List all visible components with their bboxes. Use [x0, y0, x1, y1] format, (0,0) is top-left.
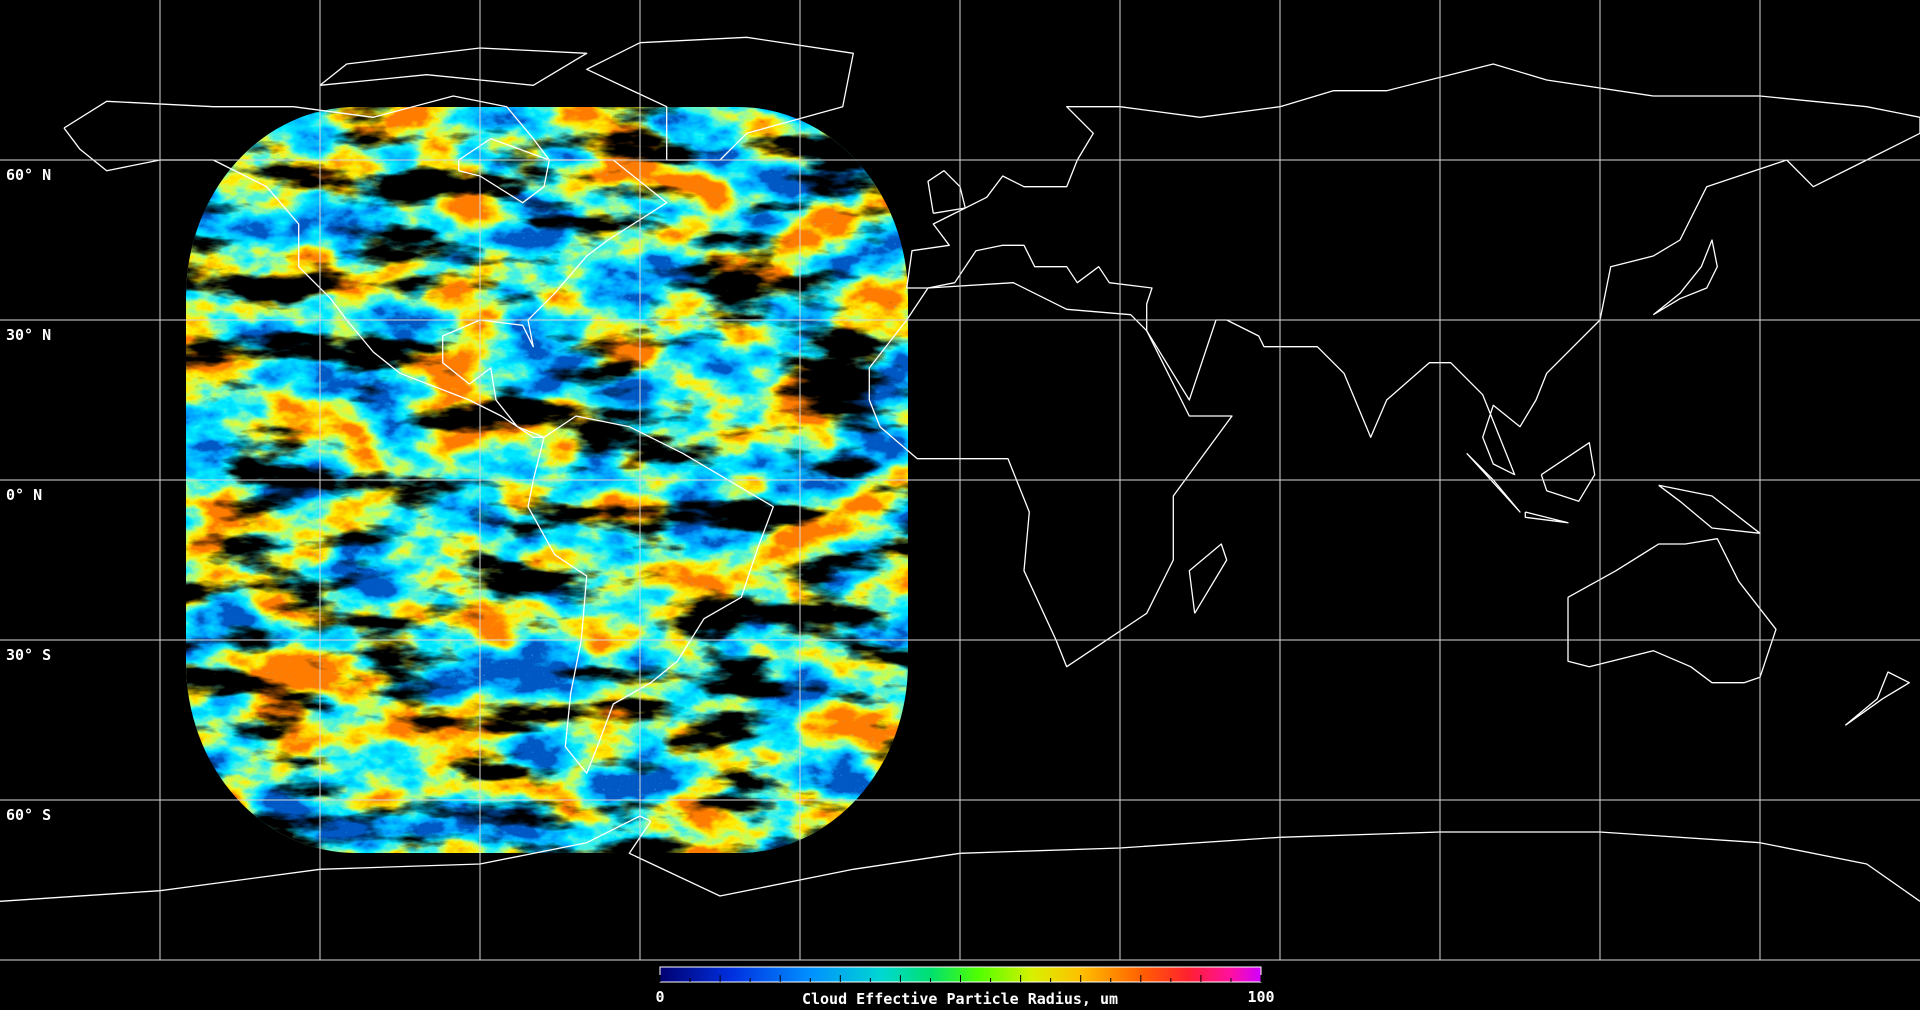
coastline: [0, 815, 1920, 902]
coastline: [458, 138, 550, 204]
lat-label: 30° S: [6, 646, 51, 664]
lat-label: 60° S: [6, 806, 51, 824]
coastline: [1466, 452, 1521, 513]
lat-label: 60° N: [6, 166, 51, 184]
coastline: [1188, 543, 1228, 614]
coastlines: [0, 36, 1920, 902]
colorbar-max: 100: [1247, 988, 1274, 1006]
colorbar-ticks: [659, 975, 1262, 982]
colorbar-title: Cloud Effective Particle Radius, um: [802, 990, 1118, 1008]
coastline: [1844, 671, 1910, 726]
coastline: [319, 47, 588, 86]
lat-label: 30° N: [6, 326, 51, 344]
coastline: [1524, 511, 1569, 524]
coastline: [527, 415, 774, 774]
coastline: [906, 63, 1920, 476]
coastline: [1652, 239, 1718, 316]
lat-label: 0° N: [6, 486, 42, 504]
coastline: [1540, 442, 1596, 502]
coastline: [63, 95, 668, 438]
latitude-labels: 60° N 30° N 0° N 30° S 60° S: [6, 166, 51, 824]
graticule: [0, 0, 1920, 961]
colorbar-min: 0: [655, 988, 664, 1006]
coastline: [868, 282, 1233, 668]
coastline: [1658, 484, 1761, 534]
colorbar: 0 100 Cloud Effective Particle Radius, u…: [655, 966, 1275, 1008]
